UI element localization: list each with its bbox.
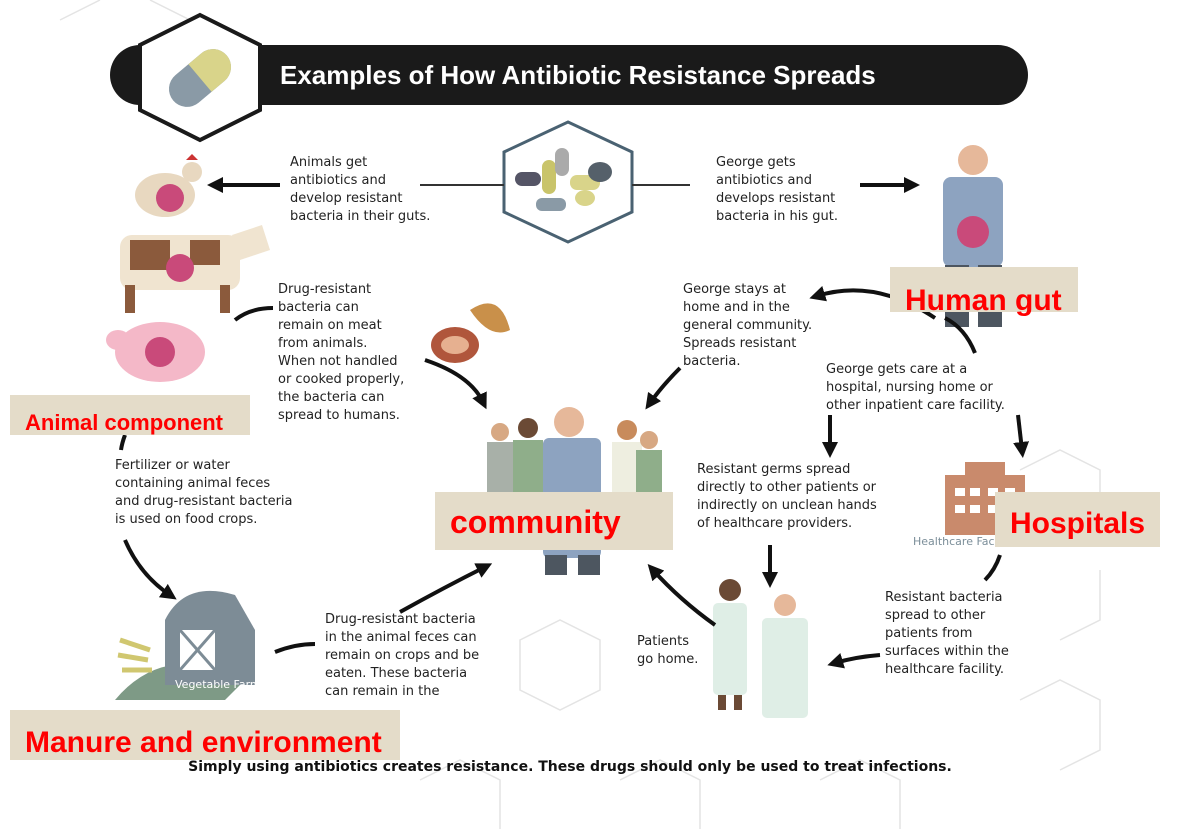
caption-line: Spreads resistant xyxy=(683,336,796,351)
caption-line: remain on meat xyxy=(278,318,382,333)
caption-line: When not handled xyxy=(278,354,397,369)
caption-line: hospital, nursing home or xyxy=(826,380,994,395)
footer: Simply using antibiotics creates resista… xyxy=(188,759,952,775)
header-title: Examples of How Antibiotic Resistance Sp… xyxy=(280,60,876,90)
caption-line: Resistant bacteria xyxy=(885,590,1003,605)
caption-line: spread to other xyxy=(885,608,986,623)
caption-line: in the animal feces can xyxy=(325,630,477,645)
caption-line: Resistant germs spread xyxy=(697,462,850,477)
overlay-label: community xyxy=(450,504,621,540)
caption-line: is used on food crops. xyxy=(115,512,257,527)
caption-line: Fertilizer or water xyxy=(115,458,230,473)
caption-line: can remain in the xyxy=(325,684,439,699)
caption-line: bacteria. xyxy=(683,354,741,369)
caption-line: antibiotics and xyxy=(716,173,812,188)
overlay-label: Animal component xyxy=(25,410,224,435)
caption-line: George gets xyxy=(716,155,796,170)
caption-line: develop resistant xyxy=(290,191,403,206)
caption-line: develops resistant xyxy=(716,191,835,206)
caption-line: antibiotics and xyxy=(290,173,386,188)
caption-line: go home. xyxy=(637,652,698,667)
overlay-label: Human gut xyxy=(905,284,1062,317)
caption-line: Drug-resistant xyxy=(278,282,371,297)
pig xyxy=(106,322,205,382)
caption-line: eaten. These bacteria xyxy=(325,666,467,681)
caption-line: bacteria in their guts. xyxy=(290,209,430,224)
caption-line: healthcare facility. xyxy=(885,662,1004,677)
overlay-label: Hospitals xyxy=(1010,507,1145,540)
caption-line: bacteria in his gut. xyxy=(716,209,838,224)
patients xyxy=(713,579,808,718)
caption-line: remain on crops and be xyxy=(325,648,479,663)
farm-label: Vegetable Farm xyxy=(175,678,261,691)
caption-line: indirectly on unclean hands xyxy=(697,498,877,513)
infographic: Examples of How Antibiotic Resistance Sp… xyxy=(0,0,1185,829)
caption-line: Animals get xyxy=(290,155,367,170)
caption-line: the bacteria can xyxy=(278,390,384,405)
caption-line: from animals. xyxy=(278,336,367,351)
caption-line: and drug-resistant bacteria xyxy=(115,494,293,509)
caption-line: surfaces within the xyxy=(885,644,1009,659)
caption-line: or cooked properly, xyxy=(278,372,404,387)
caption-line: general community. xyxy=(683,318,812,333)
overlay-label: Manure and environment xyxy=(25,726,382,759)
caption-line: patients from xyxy=(885,626,972,641)
cow xyxy=(120,225,270,313)
caption-line: of healthcare providers. xyxy=(697,516,852,531)
caption-line: Drug-resistant bacteria xyxy=(325,612,476,627)
caption-line: George stays at xyxy=(683,282,786,297)
caption-line: containing animal feces xyxy=(115,476,270,491)
caption-line: bacteria can xyxy=(278,300,359,315)
chicken xyxy=(135,154,202,217)
meat xyxy=(431,303,510,363)
caption-line: other inpatient care facility. xyxy=(826,398,1005,413)
caption-line: Patients xyxy=(637,634,689,649)
caption-line: directly to other patients or xyxy=(697,480,877,495)
caption-line: George gets care at a xyxy=(826,362,967,377)
caption-line: spread to humans. xyxy=(278,408,400,423)
caption-line: home and in the xyxy=(683,300,790,315)
